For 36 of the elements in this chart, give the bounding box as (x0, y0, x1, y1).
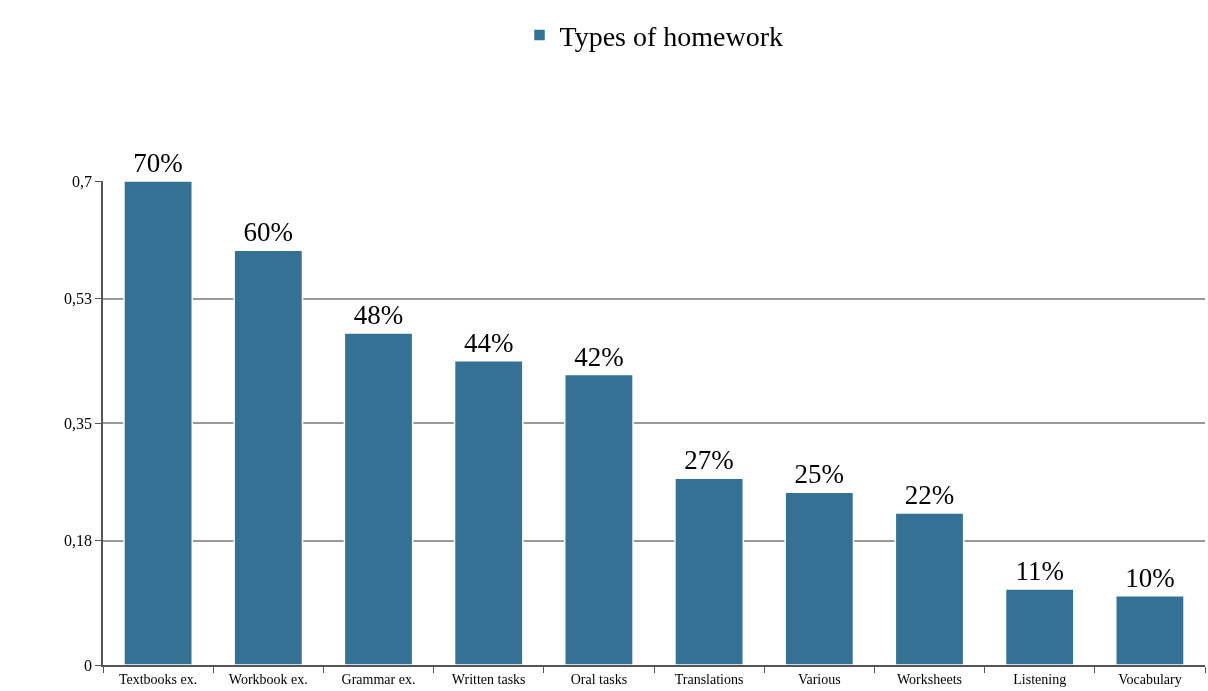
y-tick-label: 0,18 (64, 532, 93, 550)
bar (233, 249, 304, 665)
x-tick-label: Vocabulary (1118, 671, 1182, 687)
x-tick-label: Various (797, 671, 841, 687)
y-tick-label: 0,53 (64, 290, 93, 308)
bar (1004, 588, 1075, 665)
data-label: 70% (133, 148, 183, 178)
bar (343, 332, 414, 665)
bar (894, 512, 965, 665)
x-tick-label: Workbook ex. (228, 671, 308, 687)
x-tick-label: Listening (1013, 671, 1067, 687)
legend-label: Types of homework (559, 20, 784, 52)
x-tick-label: Written tasks (451, 671, 526, 687)
x-tick-label: Worksheets (897, 671, 962, 687)
data-label: 42% (574, 341, 624, 372)
data-label: 10% (1125, 562, 1175, 593)
y-tick-label: 0,35 (64, 414, 93, 432)
bar (674, 477, 745, 665)
data-label: 27% (684, 445, 734, 476)
x-tick-label: Grammar ex. (341, 671, 416, 687)
bar (123, 181, 194, 665)
y-tick-label: 0 (84, 656, 93, 674)
data-label: 22% (904, 479, 955, 510)
data-label: 44% (463, 327, 514, 358)
x-tick-label: Oral tasks (570, 671, 628, 687)
bar (563, 373, 634, 665)
data-label: 11% (1015, 555, 1064, 586)
data-label: 60% (243, 217, 294, 248)
bar (784, 491, 855, 665)
bar (1114, 595, 1185, 665)
bar (453, 360, 524, 665)
y-tick-label: 0,7 (72, 172, 93, 190)
x-tick-label: Textbooks ex. (118, 671, 198, 687)
data-label: 48% (353, 300, 404, 331)
data-label: 25% (794, 459, 845, 490)
x-tick-label: Translations (674, 671, 744, 687)
